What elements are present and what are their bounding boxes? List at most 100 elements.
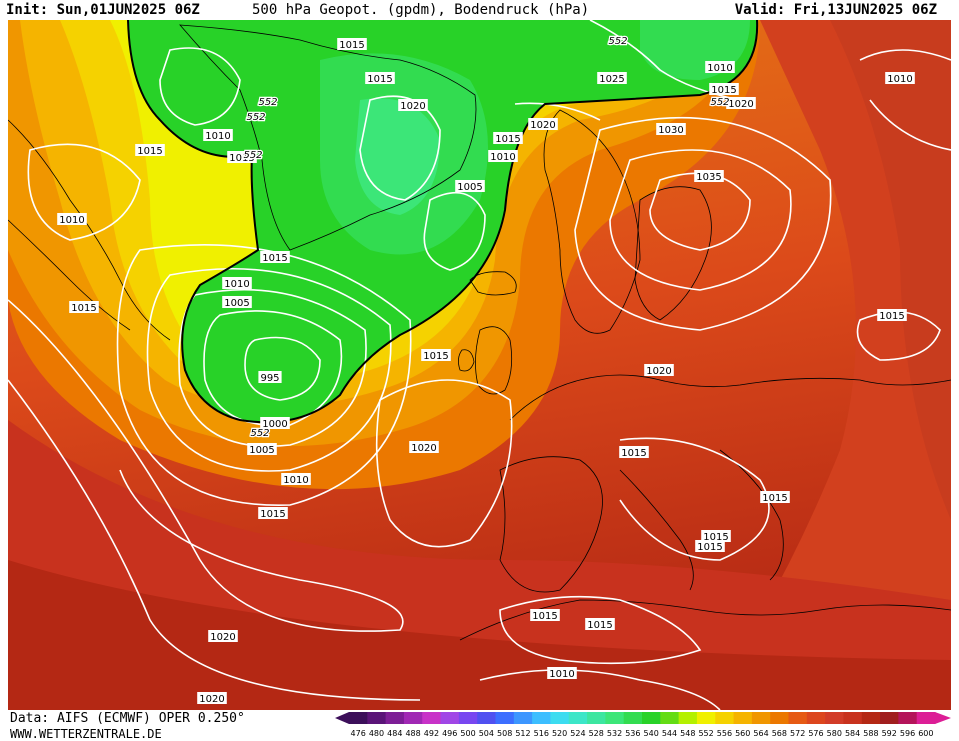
legend-tick-label: 568 [772,729,787,738]
isobar-label: 1020 [644,364,674,377]
legend-swatch [751,712,771,724]
pressure-label-layer: 1015101510201010101510151015101010201005… [57,35,915,705]
isobar-label-text: 1030 [658,125,683,136]
legend-tick-label: 532 [607,729,622,738]
legend-swatch [349,712,368,724]
legend-swatch [916,712,936,724]
isobar-label: 1035 [694,170,724,183]
legend-swatch [642,712,661,724]
geopotential-label: 552 [258,97,277,108]
isobar-label-text: 1000 [262,419,287,430]
isobar-label: 1010 [281,473,311,486]
isobar-label-text: 1005 [457,182,482,193]
legend-arrow-left [335,712,349,724]
legend-swatch [678,712,698,724]
website-label: WWW.WETTERZENTRALE.DE [10,727,162,741]
legend-tick-label: 588 [863,729,878,738]
legend-swatch [513,712,533,724]
isobar-label: 1020 [528,118,558,131]
isobar-label: 1015 [260,251,290,264]
legend-tick-label: 540 [644,729,659,738]
isobar-label: 1015 [877,309,907,322]
isobar-label-text: 1010 [707,63,732,74]
isobar-label-text: 1025 [599,74,624,85]
legend-swatch [605,712,625,724]
isobar-label: 1010 [705,61,735,74]
isobar-label-text: 1005 [249,445,274,456]
legend-swatch [825,712,844,724]
map-header: Init: Sun,01JUN2025 06Z 500 hPa Geopot. … [0,0,959,20]
map-footer: Data: AIFS (ECMWF) OPER 0.250° WWW.WETTE… [0,710,959,741]
legend-swatch [367,712,387,724]
legend-tick-label: 504 [479,729,494,738]
isobar-label: 1015 [701,530,731,543]
isobar-label: 1005 [455,180,485,193]
isobar-label: 1015 [530,609,560,622]
isobar-label-text: 1015 [229,153,254,164]
isobar-label-text: 1015 [262,253,287,264]
geopotential-label: 552 [246,112,265,123]
legend-tick-label: 572 [790,729,805,738]
isobar-label: 1015 [493,132,523,145]
legend-swatch [403,712,423,724]
isobar-label: 1025 [597,72,627,85]
legend-swatch [715,712,735,724]
legend-tick-label: 592 [882,729,897,738]
isobar-label-text: 1020 [210,632,235,643]
isobar-label: 1010 [222,277,252,290]
legend-swatch [843,712,863,724]
valid-time-label: Valid: Fri,13JUN2025 06Z [734,2,937,18]
legend-tick-label: 548 [680,729,695,738]
legend-swatch [458,712,478,724]
geopotential-label: 552 [243,150,262,161]
isobar-label-text: 1015 [71,303,96,314]
legend-tick-label: 500 [460,729,475,738]
coastlines [8,24,951,641]
legend-tick-label: 544 [662,729,677,738]
color-legend: 476 480 484 488 492 496 500 504 508 512 516 520 524 5… [335,712,951,738]
isobar-label-text: 995 [260,373,279,384]
isobar-label: 1015 [365,72,395,85]
legend-tick-label: 512 [515,729,530,738]
isobar-label-text: 1010 [490,152,515,163]
legend-swatch [422,712,442,724]
isobar-label-text: 1015 [495,134,520,145]
isobar-label: 1015 [695,540,725,553]
isobar-label-text: 1010 [205,131,230,142]
legend-tick-label: 480 [369,729,384,738]
isobar-label-text: 1020 [728,99,753,110]
isobar-label: 995 [258,371,282,384]
isobar-label-text: 1010 [549,669,574,680]
isobar-label: 1015 [760,491,790,504]
legend-tick-label: 484 [387,729,402,738]
legend-tick-label: 536 [625,729,640,738]
legend-tick-label: 584 [845,729,860,738]
legend-swatch [623,712,643,724]
legend-swatch [532,712,551,724]
legend-swatch [806,712,826,724]
isobar-label-text: 1015 [532,611,557,622]
isobar-label-text: 1015 [260,509,285,520]
legend-tick-label: 492 [424,729,439,738]
legend-swatch [696,712,716,724]
legend-swatch [898,712,918,724]
geopotential-fill [8,20,951,710]
legend-swatch [440,712,460,724]
isobar-label: 1000 [260,417,290,430]
isobar-label: 1010 [57,213,87,226]
isobar-label-text: 1015 [703,532,728,543]
isobar-label-text: 1020 [411,443,436,454]
isobar-label: 1020 [398,99,428,112]
legend-swatch [861,712,881,724]
legend-tick-label: 524 [570,729,585,738]
isobar-label-text: 1015 [697,542,722,553]
legend-swatch [770,712,789,724]
legend-tick-label: 488 [405,729,420,738]
isobar-label: 1010 [547,667,577,680]
isobar-label-text: 1020 [400,101,425,112]
legend-tick-label: 596 [900,729,915,738]
weather-map[interactable]: 1015101510201010101510151015101010201005… [8,20,951,710]
legend-tick-label: 476 [351,729,366,738]
legend-swatch [660,712,680,724]
legend-swatch [477,712,496,724]
